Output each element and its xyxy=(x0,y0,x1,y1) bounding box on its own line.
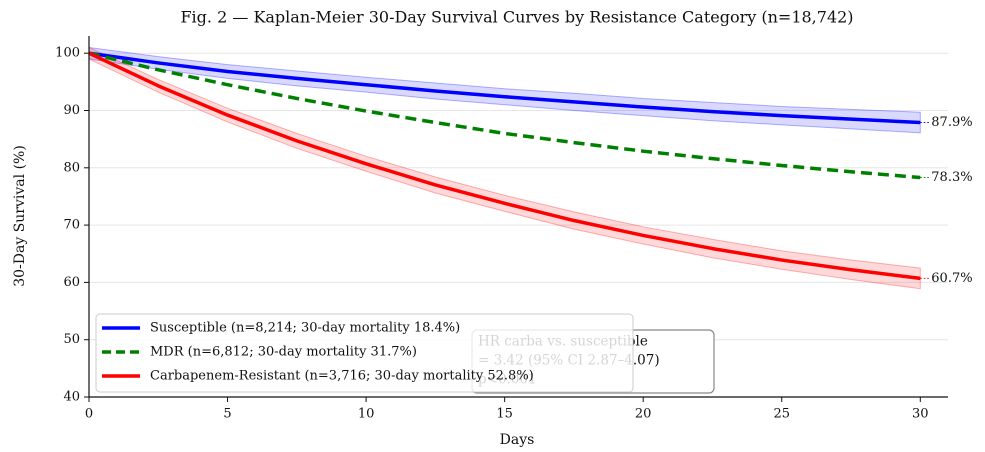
end-label: 78.3% xyxy=(931,170,972,185)
x-tick-label: 30 xyxy=(912,407,929,422)
legend-label: Susceptible (n=8,214; 30-day mortality 1… xyxy=(150,321,460,336)
y-tick-label: 70 xyxy=(63,218,80,233)
ci-band xyxy=(88,46,921,134)
end-label: 87.9% xyxy=(931,115,972,130)
x-tick-label: 10 xyxy=(358,407,375,422)
y-tick-label: 80 xyxy=(63,160,80,175)
x-tick-label: 15 xyxy=(496,407,513,422)
y-axis-label: 30-Day Survival (%) xyxy=(12,145,28,287)
survival-line xyxy=(88,51,921,281)
x-tick-label: 25 xyxy=(773,407,790,422)
legend-label: MDR (n=6,812; 30-day mortality 31.7%) xyxy=(150,345,417,360)
y-tick-label: 40 xyxy=(63,390,80,405)
y-tick-label: 90 xyxy=(63,103,80,118)
y-tick-label: 100 xyxy=(55,46,80,61)
ci-band xyxy=(88,46,921,290)
legend-box xyxy=(95,313,634,393)
survival-line xyxy=(88,51,921,180)
x-tick-label: 0 xyxy=(85,407,93,422)
y-tick-label: 60 xyxy=(63,275,80,290)
chart-title: Fig. 2 — Kaplan-Meier 30-Day Survival Cu… xyxy=(180,8,853,27)
x-tick-label: 20 xyxy=(635,407,652,422)
x-axis-label: Days xyxy=(500,432,535,448)
legend-label: Carbapenem-Resistant (n=3,716; 30-day mo… xyxy=(150,369,534,384)
survival-line xyxy=(88,51,921,125)
y-tick-label: 50 xyxy=(63,332,80,347)
x-tick-label: 5 xyxy=(223,407,231,422)
end-label: 60.7% xyxy=(931,271,972,286)
